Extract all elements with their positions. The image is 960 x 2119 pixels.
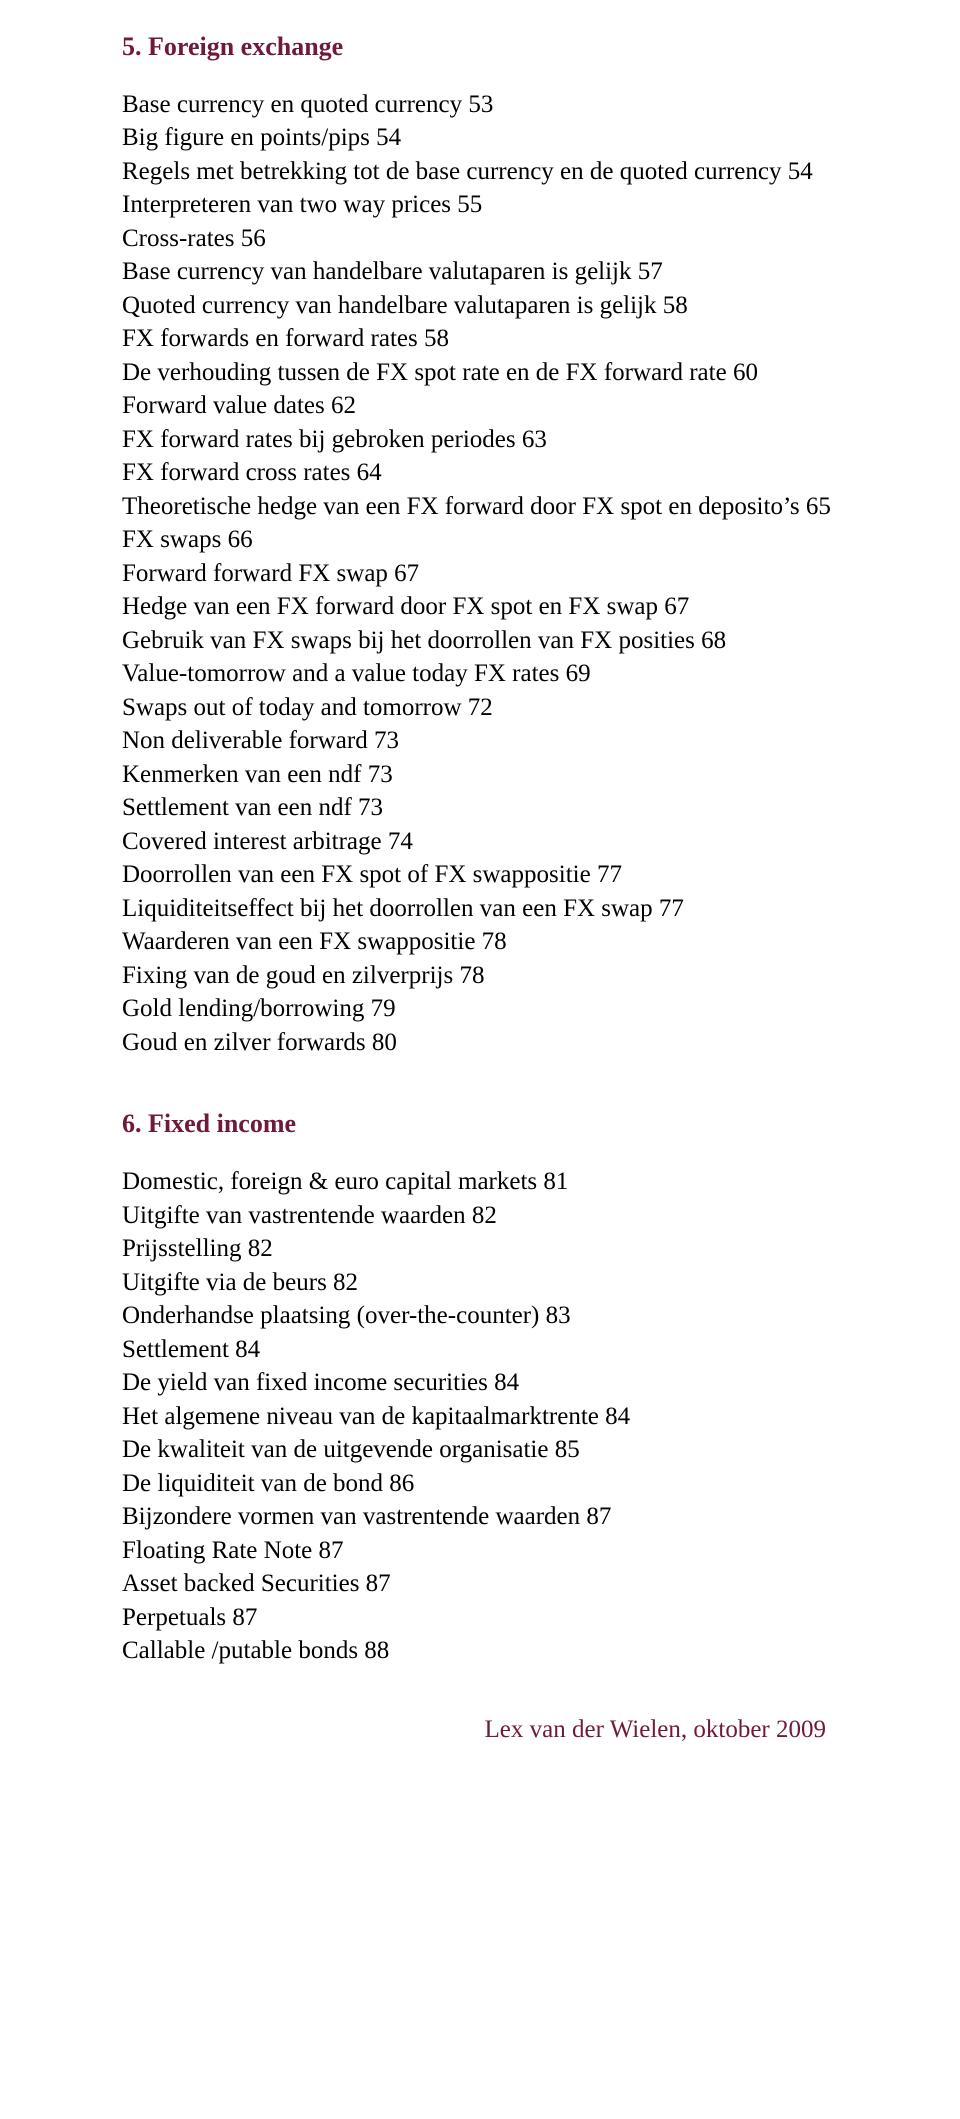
section-heading-6: 6. Fixed income: [122, 1107, 838, 1141]
toc-line: FX swaps 66: [122, 523, 838, 557]
toc-line: Uitgifte via de beurs 82: [122, 1266, 838, 1300]
toc-line: Theoretische hedge van een FX forward do…: [122, 490, 838, 524]
toc-line: FX forward cross rates 64: [122, 456, 838, 490]
toc-line: Regels met betrekking tot de base curren…: [122, 155, 838, 189]
section-heading-5: 5. Foreign exchange: [122, 30, 838, 64]
toc-line: Base currency en quoted currency 53: [122, 88, 838, 122]
toc-line: Non deliverable forward 73: [122, 724, 838, 758]
toc-line: Callable /putable bonds 88: [122, 1634, 838, 1668]
toc-line: Settlement van een ndf 73: [122, 791, 838, 825]
toc-line: FX forward rates bij gebroken periodes 6…: [122, 423, 838, 457]
toc-line: Prijsstelling 82: [122, 1232, 838, 1266]
toc-line: Cross-rates 56: [122, 222, 838, 256]
toc-line: Value-tomorrow and a value today FX rate…: [122, 657, 838, 691]
toc-line: Quoted currency van handelbare valutapar…: [122, 289, 838, 323]
toc-line: Big figure en points/pips 54: [122, 121, 838, 155]
toc-line: Forward value dates 62: [122, 389, 838, 423]
toc-line: Forward forward FX swap 67: [122, 557, 838, 591]
toc-line: Waarderen van een FX swappositie 78: [122, 925, 838, 959]
page-footer: Lex van der Wielen, oktober 2009: [122, 1716, 838, 1744]
toc-block-fixed-income: Domestic, foreign & euro capital markets…: [122, 1165, 838, 1668]
toc-line: Asset backed Securities 87: [122, 1567, 838, 1601]
toc-block-foreign-exchange: Base currency en quoted currency 53 Big …: [122, 88, 838, 1060]
toc-line: Floating Rate Note 87: [122, 1534, 838, 1568]
toc-line: Het algemene niveau van de kapitaalmarkt…: [122, 1400, 838, 1434]
toc-line: Interpreteren van two way prices 55: [122, 188, 838, 222]
toc-line: Covered interest arbitrage 74: [122, 825, 838, 859]
toc-line: Domestic, foreign & euro capital markets…: [122, 1165, 838, 1199]
toc-line: Onderhandse plaatsing (over-the-counter)…: [122, 1299, 838, 1333]
toc-line: Fixing van de goud en zilverprijs 78: [122, 959, 838, 993]
toc-line: Doorrollen van een FX spot of FX swappos…: [122, 858, 838, 892]
toc-line: Perpetuals 87: [122, 1601, 838, 1635]
toc-line: De verhouding tussen de FX spot rate en …: [122, 356, 838, 390]
toc-line: De liquiditeit van de bond 86: [122, 1467, 838, 1501]
toc-line: Kenmerken van een ndf 73: [122, 758, 838, 792]
toc-line: Settlement 84: [122, 1333, 838, 1367]
toc-line: Uitgifte van vastrentende waarden 82: [122, 1199, 838, 1233]
toc-line: Hedge van een FX forward door FX spot en…: [122, 590, 838, 624]
document-page: 5. Foreign exchange Base currency en quo…: [0, 0, 960, 1804]
toc-line: Gebruik van FX swaps bij het doorrollen …: [122, 624, 838, 658]
toc-line: Bijzondere vormen van vastrentende waard…: [122, 1500, 838, 1534]
toc-line: Base currency van handelbare valutaparen…: [122, 255, 838, 289]
toc-line: De yield van fixed income securities 84: [122, 1366, 838, 1400]
toc-line: De kwaliteit van de uitgevende organisat…: [122, 1433, 838, 1467]
toc-line: Swaps out of today and tomorrow 72: [122, 691, 838, 725]
toc-line: FX forwards en forward rates 58: [122, 322, 838, 356]
toc-line: Gold lending/borrowing 79: [122, 992, 838, 1026]
toc-line: Goud en zilver forwards 80: [122, 1026, 838, 1060]
toc-line: Liquiditeitseffect bij het doorrollen va…: [122, 892, 838, 926]
